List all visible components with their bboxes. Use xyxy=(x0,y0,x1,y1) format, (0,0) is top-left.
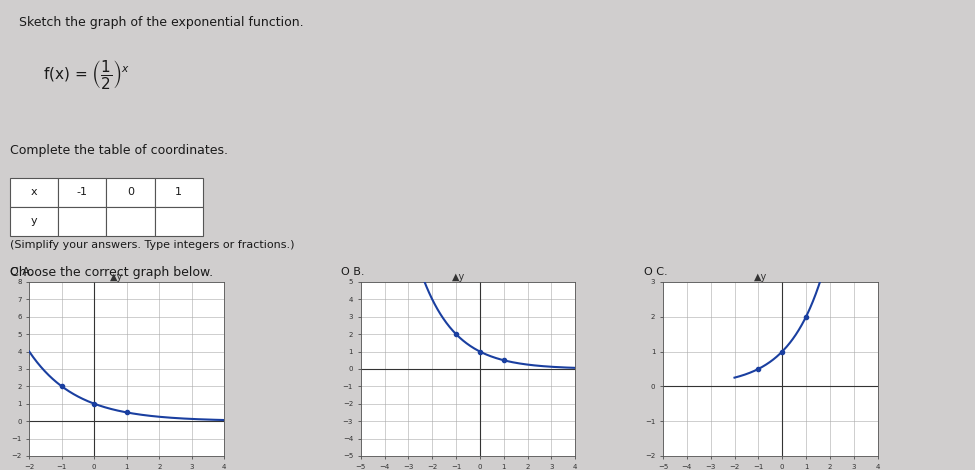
Bar xyxy=(10,178,58,207)
Bar xyxy=(106,207,154,236)
Text: y: y xyxy=(30,216,37,226)
Text: 1: 1 xyxy=(176,188,182,197)
Bar xyxy=(58,207,106,236)
Bar xyxy=(106,178,154,207)
Bar xyxy=(10,207,58,236)
Text: ▲y: ▲y xyxy=(110,272,124,282)
Text: Complete the table of coordinates.: Complete the table of coordinates. xyxy=(10,144,228,157)
Text: O A.: O A. xyxy=(10,267,33,277)
Bar xyxy=(155,207,203,236)
Text: O B.: O B. xyxy=(341,267,365,277)
Text: O C.: O C. xyxy=(644,267,667,277)
Text: Sketch the graph of the exponential function.: Sketch the graph of the exponential func… xyxy=(20,16,304,29)
Text: f(x) = $\left(\dfrac{1}{2}\right)^x$: f(x) = $\left(\dfrac{1}{2}\right)^x$ xyxy=(43,58,131,91)
Text: (Simplify your answers. Type integers or fractions.): (Simplify your answers. Type integers or… xyxy=(10,240,294,250)
Bar xyxy=(155,178,203,207)
Text: x: x xyxy=(30,188,37,197)
Text: Choose the correct graph below.: Choose the correct graph below. xyxy=(10,266,213,279)
Text: -1: -1 xyxy=(77,188,88,197)
Text: ▲y: ▲y xyxy=(451,272,465,282)
Bar xyxy=(58,178,106,207)
Text: ▲y: ▲y xyxy=(754,272,767,282)
Text: 0: 0 xyxy=(127,188,134,197)
